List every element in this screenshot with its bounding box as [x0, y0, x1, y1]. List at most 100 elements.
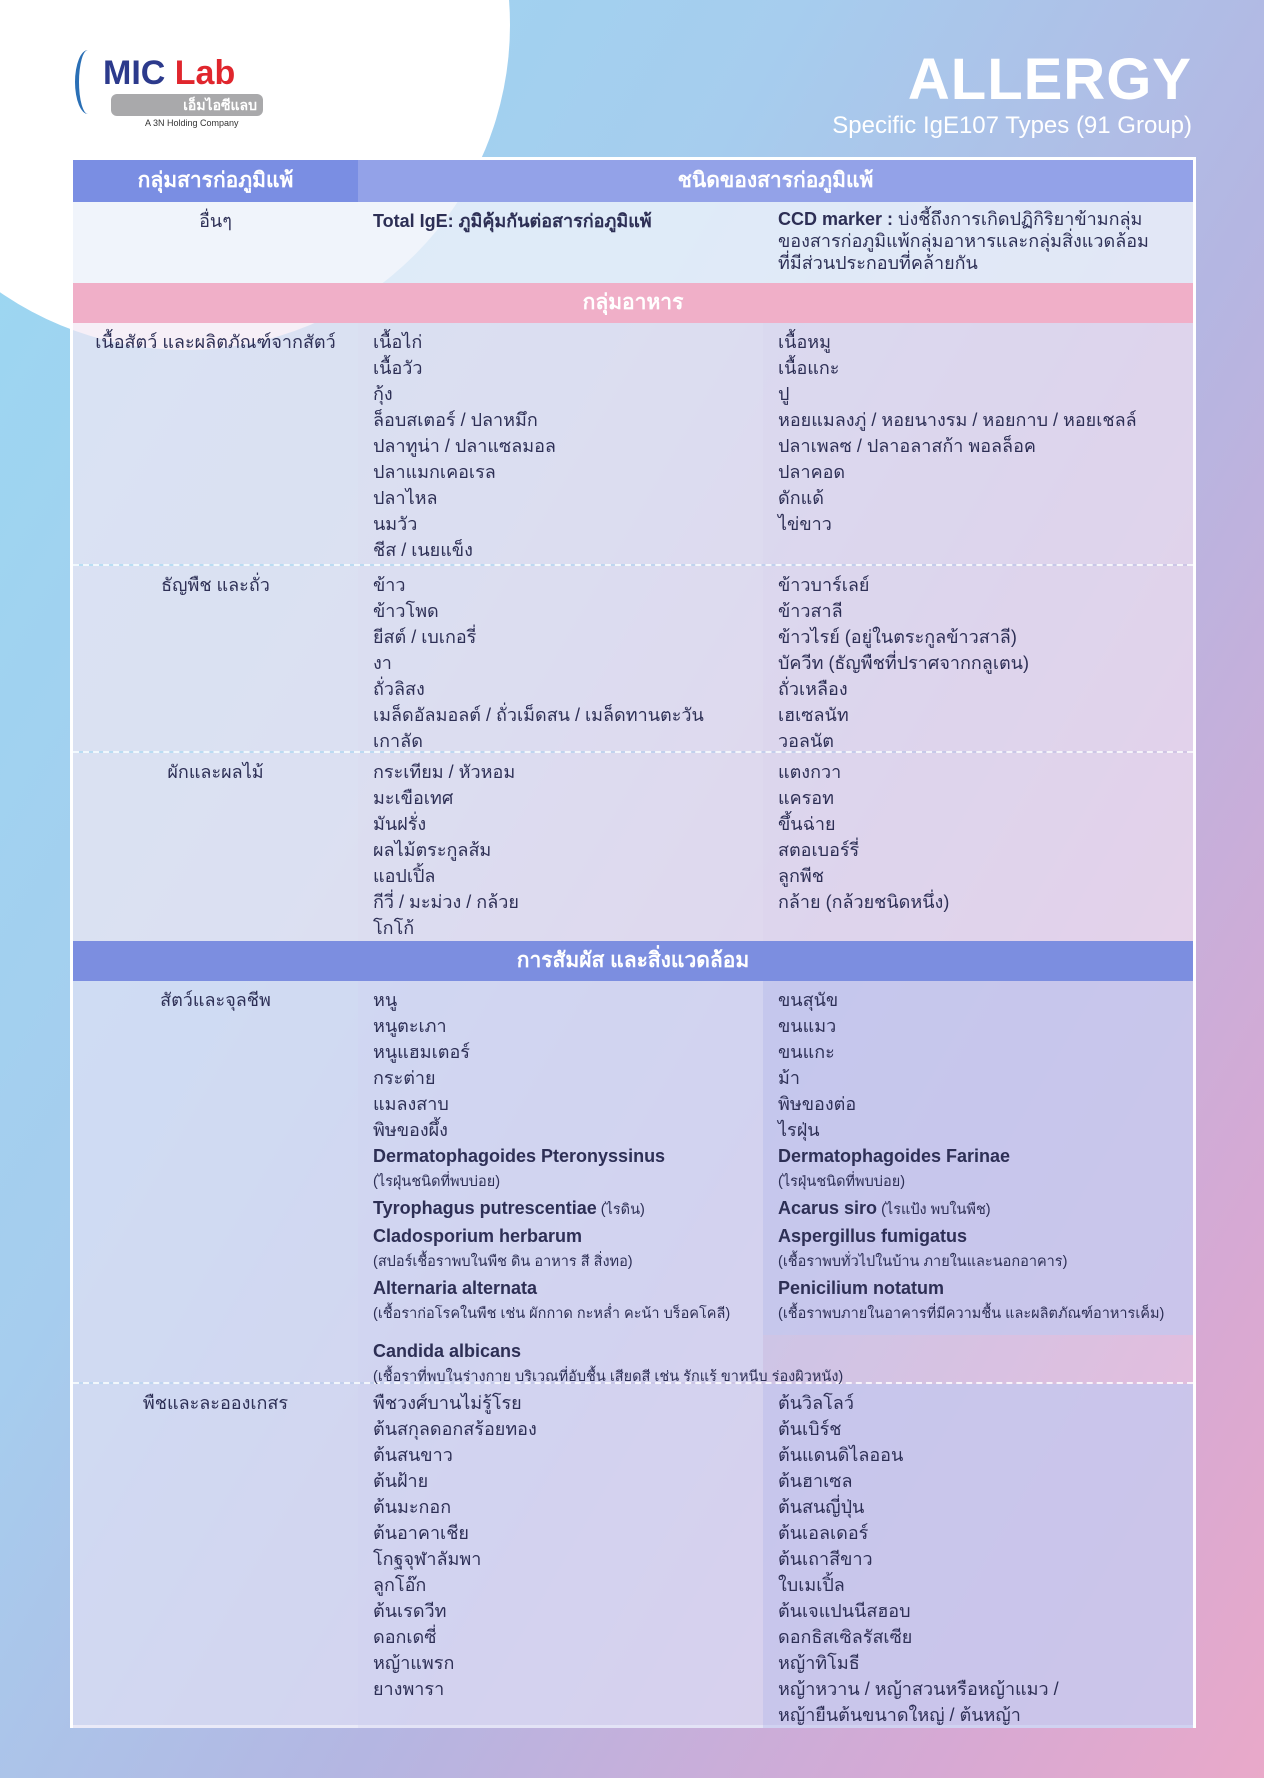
title-block: ALLERGY Specific IgE107 Types (91 Group): [640, 48, 1192, 140]
allergen-item: นมวัว: [373, 514, 418, 534]
allergen-note: (ไรดิน): [596, 1202, 645, 1218]
allergen-cell: ต้นวิลโลว์ ต้นเบิร์ช ต้นแดนดิไลออน ต้นฮาเซล…: [763, 1384, 1193, 1728]
allergen-item: แอปเปิ้ล: [373, 866, 436, 886]
allergen-item: ดักแด้: [778, 488, 824, 508]
allergen-item-span: Candida albicans (เชื้อราที่พบในร่างกาย บ…: [358, 1338, 1193, 1390]
allergen-item: ยางพารา: [373, 1679, 445, 1699]
allergen-item: ปลาเพลซ / ปลาอลาสก้า พอลล็อค: [778, 436, 1036, 456]
scientific-name: Cladosporium herbarum: [373, 1226, 583, 1246]
scientific-name: Alternaria alternata: [373, 1278, 538, 1298]
allergen-item: ต้นสกุลดอกสร้อยทอง: [373, 1419, 537, 1439]
allergen-note: (ไรฝุ่นชนิดที่พบบ่อย): [373, 1174, 501, 1190]
allergen-item: ต้นวิลโลว์: [778, 1393, 854, 1413]
allergen-item: ต้นแดนดิไลออน: [778, 1445, 904, 1465]
allergen-cell: กระเทียม / หัวหอม มะเขือเทศ มันฝรั่ง ผลไม้ต…: [358, 753, 763, 941]
allergen-item: ต้นสนญี่ปุ่น: [778, 1497, 865, 1517]
dna-icon: [75, 50, 101, 114]
table-row: ผักและผลไม้ กระเทียม / หัวหอม มะเขือเทศ มัน…: [73, 753, 1193, 941]
allergen-item: ขนแมว: [778, 1016, 837, 1036]
allergen-item: Cladosporium herbarum: [373, 1223, 757, 1249]
allergen-item: กุ้ง: [373, 384, 393, 404]
allergen-item: กล้าย (กล้วยชนิดหนึ่ง): [778, 892, 950, 912]
scientific-name: Dermatophagoides Pteronyssinus: [373, 1146, 666, 1166]
page-title: ALLERGY: [907, 47, 1192, 112]
allergen-item: เมล็ดอัลมอลต์ / ถั่วเม็ดสน / เมล็ดทานตะว…: [373, 705, 704, 725]
allergen-item: หนูแฮมเตอร์: [373, 1042, 470, 1062]
logo-tagline: A 3N Holding Company: [145, 118, 239, 128]
allergen-note: (ไรแป้ง พบในพืช): [877, 1202, 991, 1218]
allergen-item: ปู: [778, 384, 790, 404]
allergen-item: ขนสุนัข: [778, 990, 839, 1010]
allergen-item: แครอท: [778, 788, 834, 808]
allergen-note: (สปอร์เชื้อราพบในพืช ดิน อาหาร สี สิ่งทอ…: [373, 1254, 633, 1270]
allergen-item: ข้าว: [373, 575, 406, 595]
scientific-name: Tyrophagus putrescentiae: [373, 1198, 597, 1218]
allergen-item: พืชวงศ์บานไม่รู้โรย: [373, 1393, 522, 1413]
allergen-item: ปลาไหล: [373, 488, 438, 508]
allergen-item: ต้นสนขาว: [373, 1445, 453, 1465]
allergen-item: ดอกธิสเซิลรัสเซีย: [778, 1627, 913, 1647]
allergen-item: ขนแกะ: [778, 1042, 835, 1062]
ccd-text: บ่งชี้ถึงการเกิดปฏิกิริยาข้ามกลุ่มของสาร…: [778, 209, 1149, 273]
section-environment: การสัมผัส และสิ่งแวดล้อม: [73, 941, 1193, 981]
allergen-cell: ข้าว ข้าวโพด ยีสต์ / เบเกอรี่ งา ถั่วลิสง เมล…: [358, 566, 763, 751]
scientific-name: Aspergillus fumigatus: [778, 1226, 968, 1246]
allergen-note: (เชื้อราพบทั่วไปในบ้าน ภายในและนอกอาคาร): [778, 1254, 1068, 1270]
allergen-item: หนูตะเภา: [373, 1016, 447, 1036]
ccd-label: CCD marker :: [778, 209, 894, 229]
table-row: สัตว์และจุลชีพ หนู หนูตะเภา หนูแฮมเตอร์ กระต…: [73, 981, 1193, 1385]
allergen-cell: ข้าวบาร์เลย์ ข้าวสาลี ข้าวไรย์ (อยู่ในตระก…: [763, 566, 1193, 751]
group-label: พืชและละอองเกสร: [73, 1384, 358, 1728]
allergen-item: งา: [373, 653, 392, 673]
logo-mic: MIC: [103, 54, 166, 92]
allergen-item: หญ้ายืนต้นขนาดใหญ่ / ต้นหญ้า: [778, 1705, 1021, 1725]
allergen-item: ต้นอาคาเชีย: [373, 1523, 469, 1543]
allergen-item: หญ้าหวาน / หญ้าสวนหรือหญ้าแมว /: [778, 1679, 1059, 1699]
allergen-item: ต้นเจแปนนีสฮอบ: [778, 1601, 911, 1621]
allergen-item: Alternaria alternata: [373, 1275, 757, 1301]
allergen-cell: เนื้อหมู เนื้อแกะ ปู หอยแมลงภู่ / หอยนางรม …: [763, 323, 1193, 564]
allergen-item: หญ้าทิโมธี: [778, 1653, 860, 1673]
scientific-name: Dermatophagoides Farinae: [778, 1146, 1011, 1166]
allergen-item: Dermatophagoides Farinae: [778, 1143, 1187, 1169]
allergen-item: ปลาคอด: [778, 462, 846, 482]
allergen-item: Dermatophagoides Pteronyssinus: [373, 1143, 757, 1169]
allergen-item: ขึ้นฉ่าย: [778, 814, 836, 834]
section-food: กลุ่มอาหาร: [73, 283, 1193, 323]
logo-thai: เอ็มไอซีแลบ: [111, 94, 263, 116]
header-types: ชนิดของสารก่อภูมิแพ้: [358, 160, 1193, 202]
allergen-item: ต้นเอลเดอร์: [778, 1523, 869, 1543]
allergen-cell: แตงกวา แครอท ขึ้นฉ่าย สตอเบอร์รี่ ลูกพีช กล้า…: [763, 753, 1193, 941]
allergen-item: ต้นฮาเซล: [778, 1471, 853, 1491]
allergen-item: หอยแมลงภู่ / หอยนางรม / หอยกาบ / หอยเชลล…: [778, 410, 1137, 430]
allergen-item: ลูกโอ๊ก: [373, 1575, 427, 1595]
allergen-item: ผลไม้ตระกูลส้ม: [373, 840, 492, 860]
header-group: กลุ่มสารก่อภูมิแพ้: [73, 160, 358, 202]
group-label: ธัญพืช และถั่ว: [73, 566, 358, 751]
allergen-cell: เนื้อไก่ เนื้อวัว กุ้ง ล็อบสเตอร์ / ปลาหมึก…: [358, 323, 763, 564]
scientific-name: Acarus siro: [778, 1198, 878, 1218]
allergen-cell: หนู หนูตะเภา หนูแฮมเตอร์ กระต่าย แมลงสาบ พิษข…: [358, 981, 763, 1382]
allergen-item: ต้นเรดวีท: [373, 1601, 447, 1621]
page-subtitle: Specific IgE107 Types (91 Group): [832, 112, 1192, 139]
allergen-cell: ขนสุนัข ขนแมว ขนแกะ ม้า พิษของต่อ ไรฝุ่น Derma…: [763, 981, 1193, 1335]
allergen-cell: พืชวงศ์บานไม่รู้โรยต้นสกุลดอกสร้อยทองต้น…: [358, 1384, 763, 1728]
logo-text: MIC Lab: [103, 54, 235, 93]
allergen-item: วอลนัต: [778, 731, 834, 751]
allergen-item: เกาลัด: [373, 731, 423, 751]
allergen-item: ปลาแมกเคอเรล: [373, 462, 496, 482]
allergen-item: ไรฝุ่น: [778, 1120, 820, 1140]
allergen-note: (เชื้อราก่อโรคในพืช เช่น ผักกาด กะหล่ำ ค…: [373, 1306, 731, 1322]
allergen-cell: Total IgE: ภูมิคุ้มกันต่อสารก่อภูมิแพ้: [373, 211, 652, 231]
allergen-item: กระต่าย: [373, 1068, 436, 1088]
allergen-item: Acarus siro (ไรแป้ง พบในพืช): [778, 1195, 1187, 1223]
allergen-item: เนื้อวัว: [373, 358, 423, 378]
allergen-cell: CCD marker : บ่งชี้ถึงการเกิดปฏิกิริยาข้…: [763, 202, 1193, 283]
allergen-item: ม้า: [778, 1068, 800, 1088]
allergen-item: ยีสต์ / เบเกอรี่: [373, 627, 477, 647]
allergen-item: ถั่วลิสง: [373, 679, 425, 699]
allergen-item: ข้าวสาลี: [778, 601, 843, 621]
group-label: อื่นๆ: [199, 211, 232, 231]
group-label: เนื้อสัตว์ และผลิตภัณฑ์จากสัตว์: [73, 323, 358, 564]
allergen-item: ต้นฝ้าย: [373, 1471, 429, 1491]
